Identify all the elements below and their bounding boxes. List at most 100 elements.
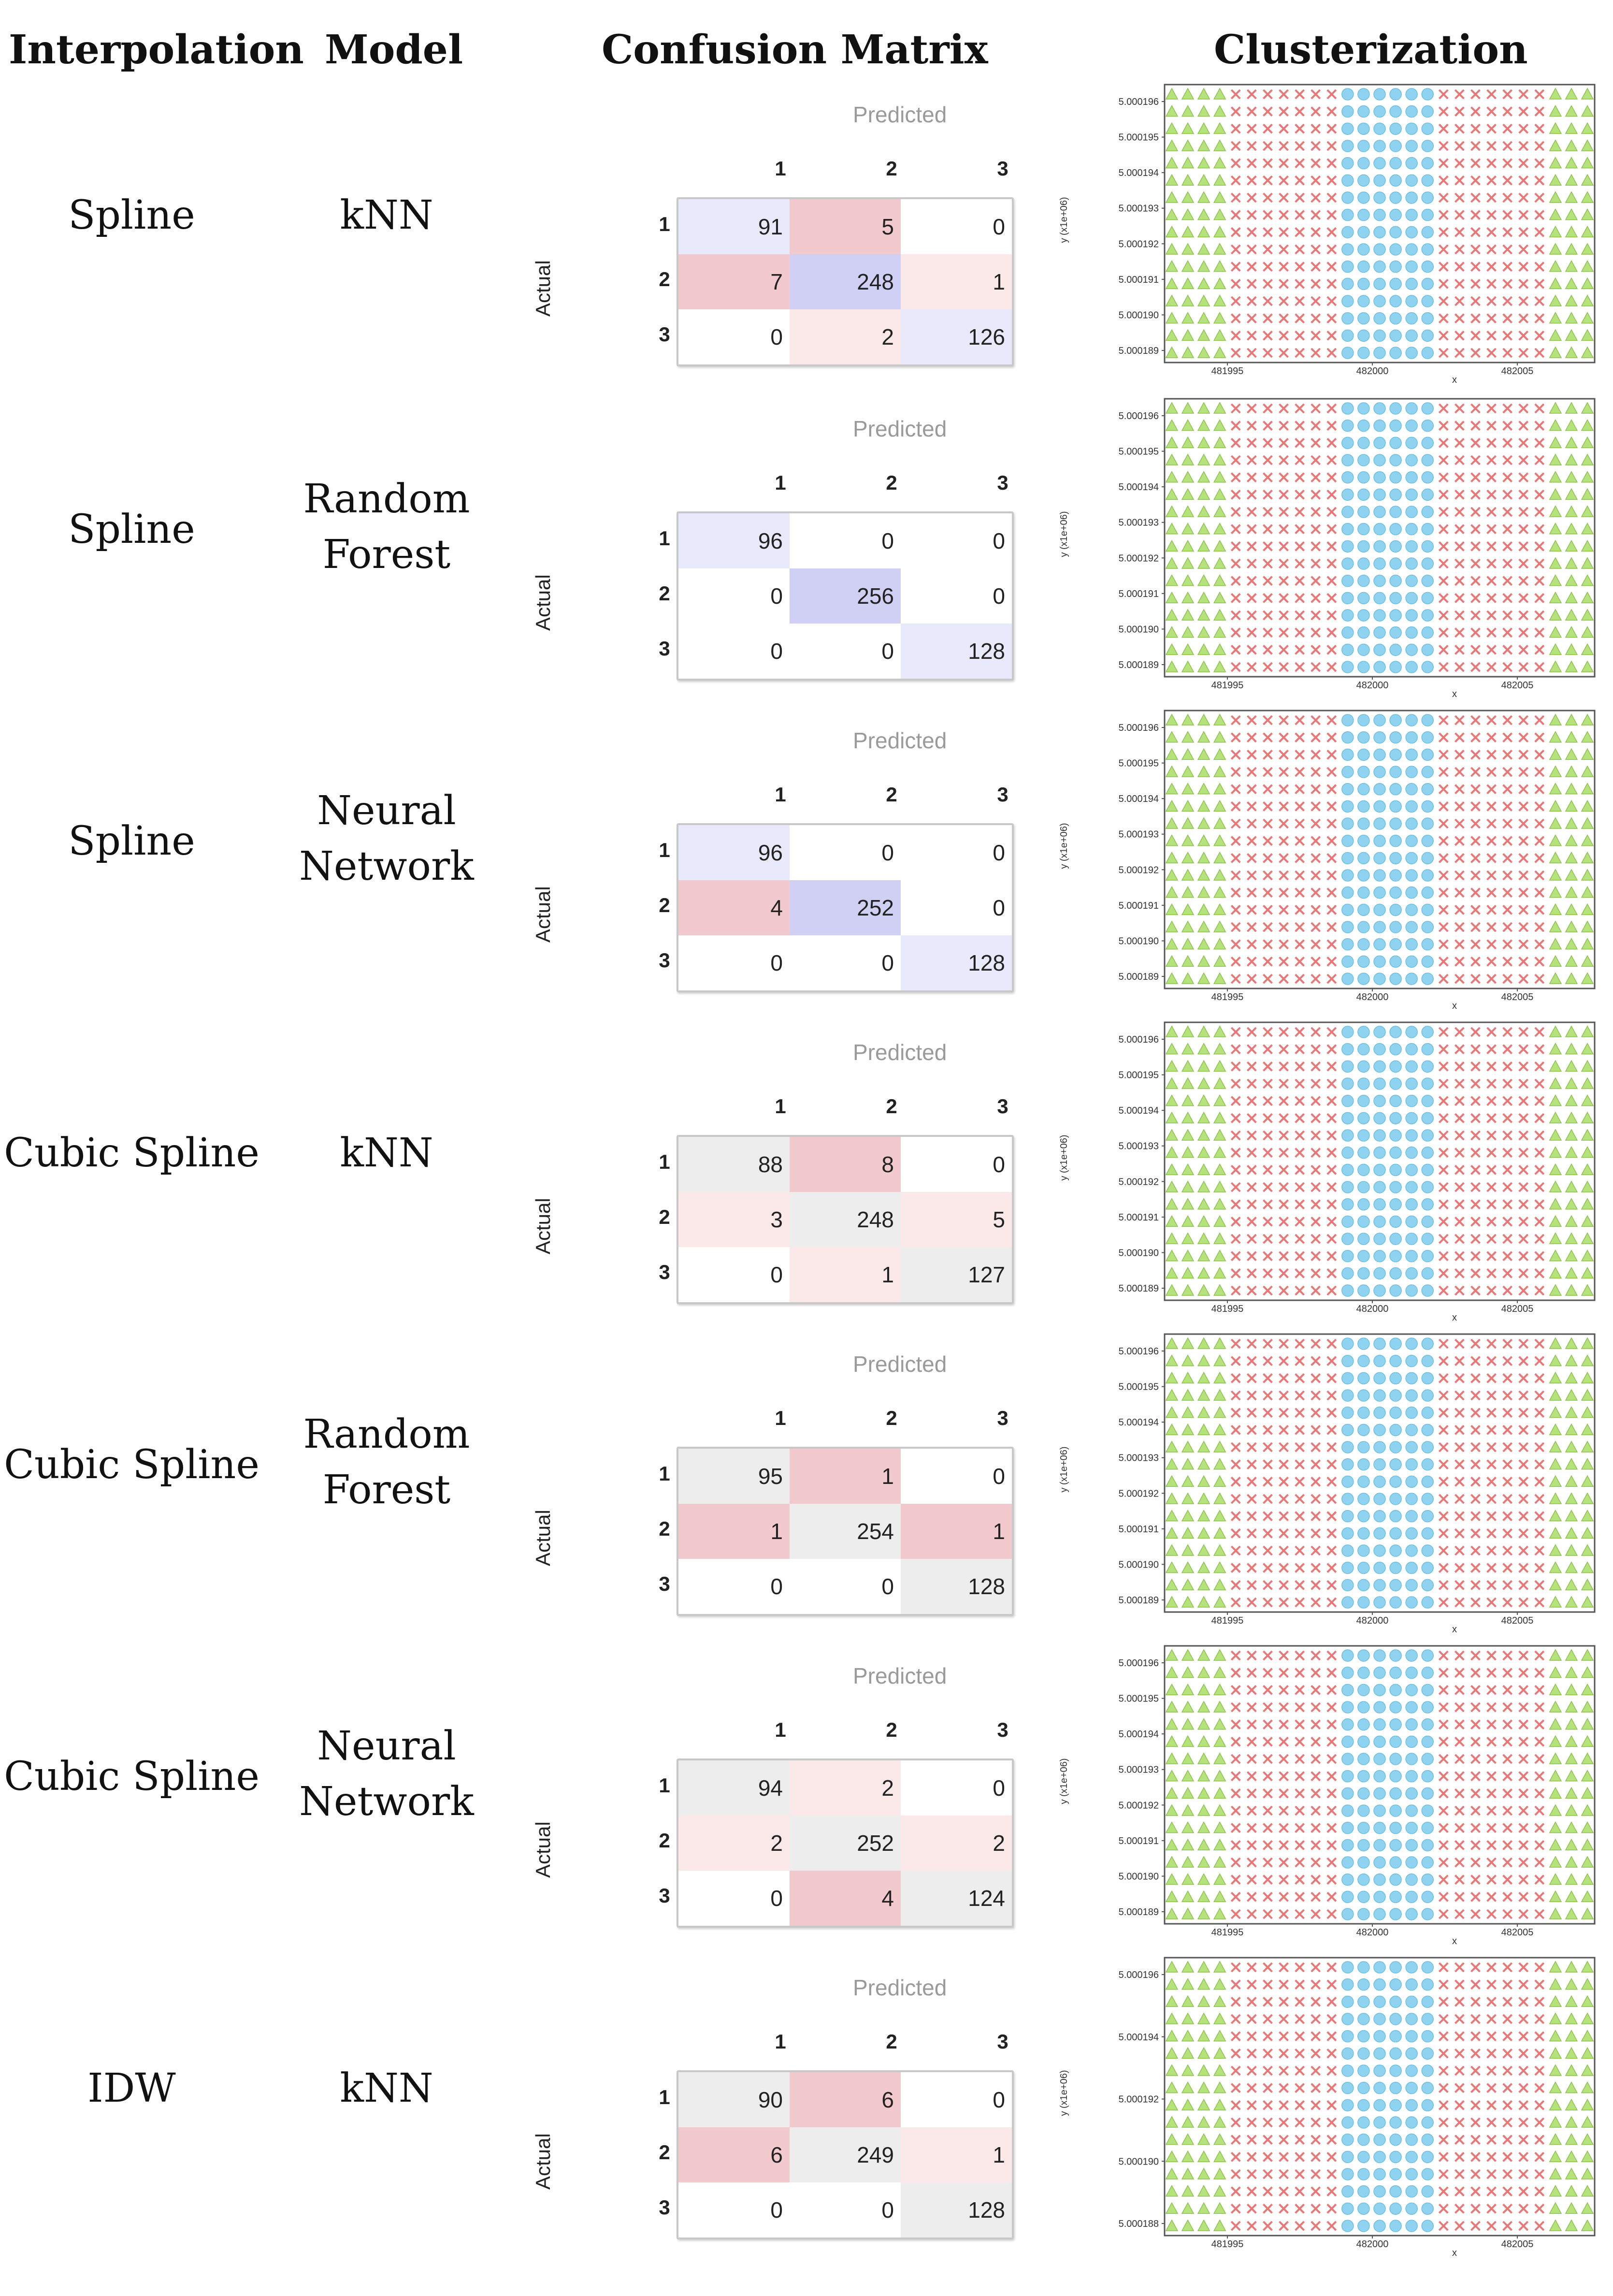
y-tick-label: 5.000191 (1119, 1212, 1159, 1223)
cross-stroke (1326, 1182, 1337, 1192)
cluster-marker-cross (1438, 1061, 1449, 1072)
cross-stroke (1534, 244, 1545, 255)
cross-stroke (1295, 296, 1305, 306)
cluster-marker-cross (1311, 1216, 1321, 1227)
cross-stroke (1502, 853, 1513, 863)
cross-stroke (1486, 1459, 1497, 1470)
cluster-marker-triangle (1181, 329, 1195, 341)
cluster-marker-cross (1230, 89, 1241, 100)
cross-stroke (1326, 1390, 1337, 1401)
cross-stroke (1279, 1736, 1289, 1747)
cluster-marker-circle (1389, 1684, 1402, 1697)
cluster-marker-circle (1405, 903, 1418, 916)
cross-stroke (1311, 244, 1321, 255)
cross-stroke (1470, 1476, 1481, 1487)
cross-stroke (1534, 210, 1545, 220)
cluster-marker-circle (1405, 419, 1418, 432)
cross-stroke (1470, 1268, 1481, 1279)
cross-stroke (1486, 1494, 1497, 1504)
cross-stroke (1279, 1356, 1289, 1366)
matrix-cell: 0 (678, 1871, 790, 1926)
cluster-marker-circle (1421, 157, 1434, 170)
cross-stroke (1246, 455, 1257, 465)
cluster-marker-triangle (1165, 1492, 1179, 1504)
cluster-marker-circle (1405, 731, 1418, 744)
cross-stroke (1246, 1130, 1257, 1141)
cluster-marker-cross (1502, 1096, 1513, 1106)
cross-stroke (1470, 1424, 1481, 1435)
cluster-marker-cross (1230, 715, 1241, 726)
cross-stroke (1518, 974, 1529, 984)
cluster-marker-cross (1438, 939, 1449, 950)
cluster-marker-circle (1373, 402, 1386, 415)
cluster-marker-circle (1421, 347, 1434, 359)
cluster-marker-circle (1389, 955, 1402, 968)
cross-stroke (1534, 1580, 1545, 1590)
cluster-marker-cross (1518, 1511, 1529, 1522)
cluster-marker-cross (1230, 922, 1241, 932)
cluster-marker-triangle (1549, 419, 1562, 431)
cluster-marker-triangle (1181, 1111, 1195, 1124)
cross-stroke (1295, 1545, 1305, 1556)
cluster-marker-cross (1230, 870, 1241, 881)
cluster-marker-circle (1405, 1527, 1418, 1540)
cross-stroke (1279, 1702, 1289, 1713)
cluster-marker-cross (1230, 1597, 1241, 1608)
cluster-marker-triangle (1165, 1371, 1179, 1384)
cluster-marker-cross (1230, 123, 1241, 134)
cluster-marker-cross (1454, 1719, 1465, 1730)
cross-stroke (1486, 1338, 1497, 1349)
cluster-marker-triangle (1565, 1649, 1578, 1661)
cluster-marker-circle (1341, 488, 1354, 501)
cluster-marker-cross (1470, 1216, 1481, 1227)
cluster-marker-triangle (1581, 208, 1594, 220)
cluster-marker-cross (1534, 1234, 1545, 1244)
cross-stroke (1279, 1650, 1289, 1661)
cluster-marker-triangle (1197, 1215, 1210, 1227)
cross-stroke (1438, 1044, 1449, 1055)
cluster-marker-circle (1341, 626, 1354, 639)
cluster-marker-circle (1357, 1475, 1370, 1488)
cluster-marker-triangle (1165, 1094, 1179, 1106)
cluster-marker-cross (1454, 853, 1465, 863)
cluster-marker-cross (1502, 870, 1513, 881)
cluster-marker-cross (1246, 1373, 1257, 1383)
cluster-marker-cross (1246, 1702, 1257, 1713)
cluster-marker-cross (1534, 1459, 1545, 1470)
cluster-marker-circle (1389, 661, 1402, 673)
cluster-marker-cross (1326, 644, 1337, 655)
cluster-marker-cross (1518, 1113, 1529, 1123)
cluster-marker-triangle (1581, 1163, 1594, 1176)
cluster-marker-circle (1421, 208, 1434, 221)
cluster-marker-cross (1502, 192, 1513, 203)
cross-stroke (1230, 922, 1241, 932)
matrix-cell: 0 (678, 568, 790, 624)
cluster-marker-triangle (1213, 1389, 1226, 1401)
cluster-marker-cross (1326, 887, 1337, 898)
cluster-marker-triangle (1581, 1423, 1594, 1436)
cross-stroke (1534, 1597, 1545, 1608)
cluster-marker-triangle (1213, 419, 1226, 431)
cross-stroke (1518, 767, 1529, 777)
predicted-label: Predicted (853, 1040, 947, 1065)
header-interpolation: Interpolation (9, 27, 304, 73)
cluster-marker-cross (1246, 1113, 1257, 1123)
cluster-marker-cross (1438, 1702, 1449, 1713)
cross-stroke (1246, 1719, 1257, 1730)
cross-stroke (1246, 1216, 1257, 1227)
cluster-marker-triangle (1181, 505, 1195, 517)
cross-stroke (1470, 610, 1481, 621)
cluster-marker-cross (1230, 1356, 1241, 1366)
cluster-marker-cross (1295, 1216, 1305, 1227)
cross-stroke (1326, 158, 1337, 169)
cluster-marker-cross (1438, 1459, 1449, 1470)
cluster-marker-circle (1341, 1060, 1354, 1073)
cross-stroke (1502, 278, 1513, 289)
cross-stroke (1438, 1216, 1449, 1227)
cross-stroke (1326, 1668, 1337, 1678)
cluster-marker-cross (1438, 610, 1449, 621)
cluster-marker-circle (1341, 1354, 1354, 1367)
y-axis-label: y (x1e+06) (1059, 823, 1069, 869)
cluster-marker-cross (1486, 767, 1497, 777)
cross-stroke (1295, 313, 1305, 324)
